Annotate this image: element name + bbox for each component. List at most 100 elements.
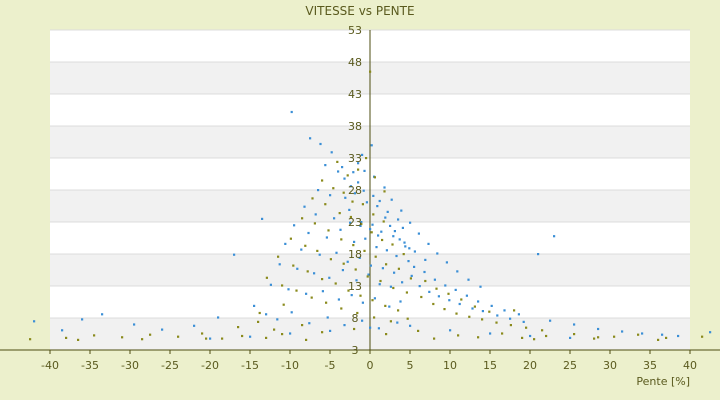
data-point [400,209,403,212]
data-point [349,215,352,219]
data-point [359,294,362,297]
data-point [537,253,540,256]
y-tick-label: 23 [348,216,362,229]
data-point [352,244,355,247]
data-point [301,217,304,220]
data-point [402,253,405,256]
data-point [477,336,480,339]
data-point [456,270,459,273]
data-point [401,226,404,229]
data-point [328,276,331,279]
data-point [359,224,362,227]
data-point [101,313,104,316]
data-point [282,303,285,306]
data-point [381,267,384,270]
data-point [307,231,310,235]
data-point [613,335,616,338]
data-point [357,168,360,171]
data-point [348,208,351,211]
data-point [342,262,345,265]
data-point [257,320,260,323]
data-point [339,228,342,231]
data-point [324,203,327,206]
data-point [449,329,452,332]
data-point [621,330,624,333]
data-point [249,335,252,338]
x-tick-label: 15 [483,359,497,372]
data-point [377,234,380,237]
data-point [313,222,316,225]
y-tick-label: 28 [348,184,362,197]
data-point [344,196,347,199]
data-point [317,189,320,192]
data-point [321,278,324,281]
data-point [378,199,381,203]
data-point [351,200,354,203]
data-point [665,336,668,339]
data-point [454,288,457,291]
data-point [473,305,476,308]
data-point [541,329,544,332]
data-point [445,261,448,264]
data-point [321,290,324,293]
data-point [233,253,236,256]
data-point [381,238,384,242]
data-point [385,333,388,336]
data-point [390,198,393,201]
data-point [501,332,504,335]
x-tick-label: -30 [121,359,139,372]
data-point [358,256,361,259]
data-point [313,272,316,275]
y-tick-label: 53 [348,24,362,37]
data-point [379,279,382,283]
data-point [489,332,492,335]
data-point [406,317,409,320]
y-tick-label: 18 [348,248,362,261]
data-point [384,216,387,219]
data-point [61,329,64,332]
data-point [444,284,447,287]
data-point [329,329,332,332]
data-point [355,279,358,282]
data-point [468,315,471,318]
data-point [427,242,430,245]
data-point [284,242,287,245]
data-point [217,316,220,319]
data-point [367,273,370,276]
data-point [33,320,36,323]
data-point [281,333,284,336]
data-point [460,298,463,301]
data-point [465,294,468,297]
data-point [373,316,376,319]
data-point [455,312,458,315]
x-tick-label: -40 [41,359,59,372]
data-point [318,253,321,256]
data-point [361,203,364,206]
data-point [301,324,304,327]
x-tick-label: -25 [161,359,179,372]
x-axis-label: Pente [%] [636,375,690,388]
data-point [397,309,400,312]
data-point [413,265,416,268]
data-point [479,285,482,288]
data-point [341,166,344,169]
data-point [370,231,373,234]
data-point [133,323,136,326]
data-point [424,279,427,283]
data-point [357,181,360,184]
data-point [281,284,284,287]
data-point [300,248,303,251]
data-point [360,221,363,224]
x-tick-label: -35 [81,359,99,372]
x-tick-label: -10 [281,359,299,372]
data-point [533,338,536,341]
data-point [205,337,208,340]
data-point [389,285,392,288]
data-point [352,171,355,174]
x-tick-label: 0 [367,359,374,372]
data-point [393,271,396,274]
data-point [237,326,240,329]
data-point [329,194,332,197]
data-point [388,305,391,308]
data-point [553,235,556,238]
